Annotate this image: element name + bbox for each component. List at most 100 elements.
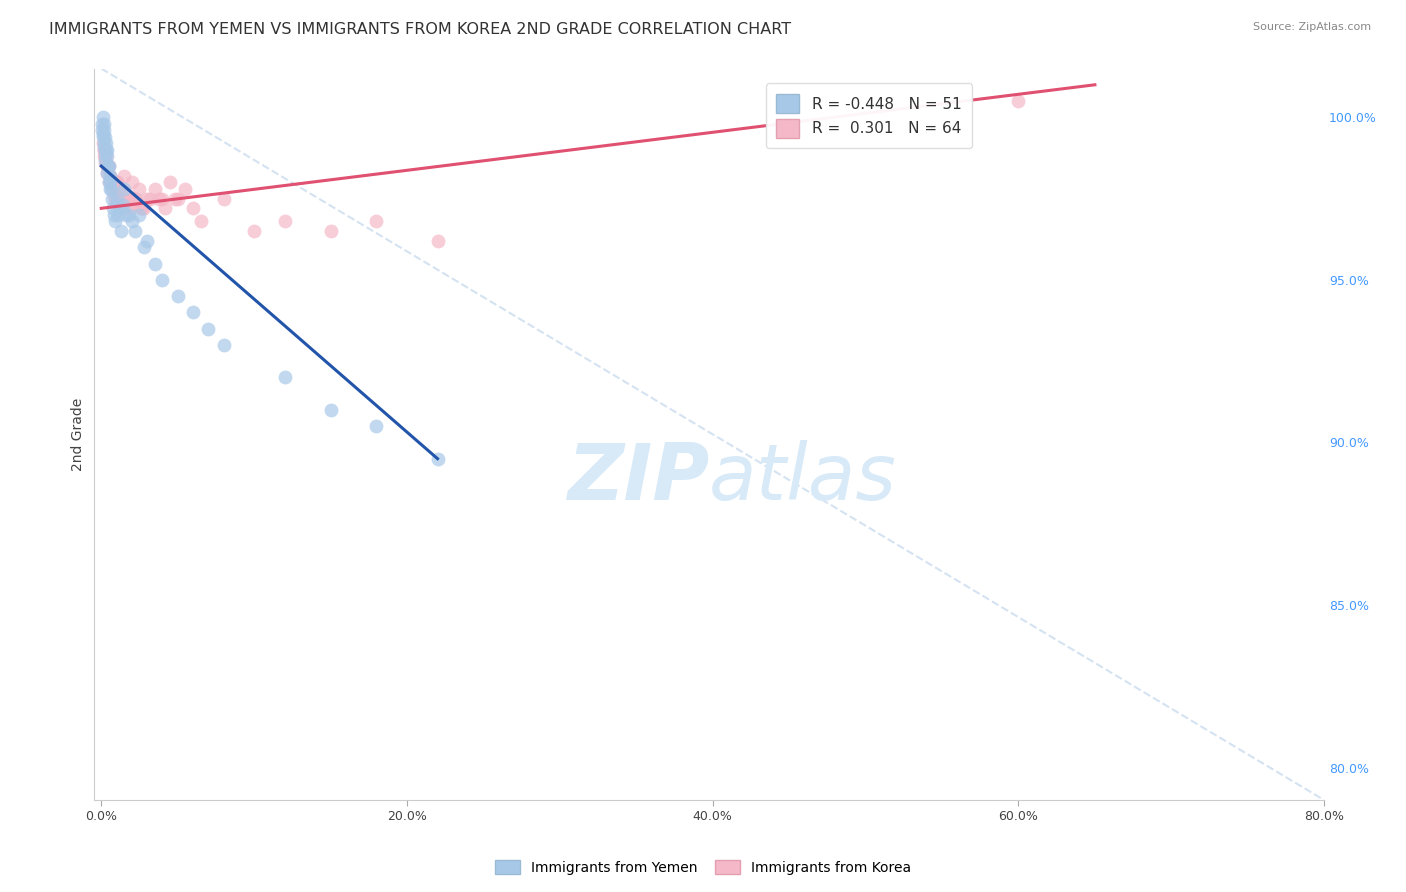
Text: IMMIGRANTS FROM YEMEN VS IMMIGRANTS FROM KOREA 2ND GRADE CORRELATION CHART: IMMIGRANTS FROM YEMEN VS IMMIGRANTS FROM… xyxy=(49,22,792,37)
Point xyxy=(150,192,173,206)
Point xyxy=(143,182,166,196)
Point xyxy=(96,149,118,163)
Point xyxy=(98,182,121,196)
Point xyxy=(105,175,128,189)
Point xyxy=(319,224,342,238)
Point xyxy=(91,136,114,151)
Point xyxy=(93,143,115,157)
Point xyxy=(101,175,124,189)
Point xyxy=(426,451,449,466)
Point xyxy=(93,117,115,131)
Point xyxy=(366,214,388,228)
Point xyxy=(114,208,136,222)
Point xyxy=(118,208,141,222)
Point xyxy=(96,159,118,173)
Point xyxy=(166,289,188,303)
Point xyxy=(94,129,117,144)
Point xyxy=(139,192,162,206)
Point xyxy=(159,175,181,189)
Point xyxy=(97,159,120,173)
Point xyxy=(97,159,120,173)
Point xyxy=(273,214,295,228)
Point xyxy=(110,188,132,202)
Point xyxy=(93,146,115,161)
Point xyxy=(98,169,121,183)
Point xyxy=(212,192,235,206)
Point xyxy=(93,123,115,137)
Point xyxy=(93,136,115,151)
Point xyxy=(110,224,132,238)
Point xyxy=(1007,94,1029,108)
Point xyxy=(319,403,342,417)
Point xyxy=(366,419,388,434)
Text: ZIP: ZIP xyxy=(567,440,709,516)
Point xyxy=(107,208,129,222)
Point xyxy=(128,182,150,196)
Point xyxy=(124,192,146,206)
Point xyxy=(115,192,138,206)
Point xyxy=(104,194,127,209)
Point xyxy=(97,175,120,189)
Point xyxy=(91,129,114,144)
Point xyxy=(97,159,120,173)
Point xyxy=(105,192,128,206)
Point xyxy=(124,224,146,238)
Point xyxy=(148,192,170,206)
Point xyxy=(114,202,136,216)
Point xyxy=(104,214,127,228)
Point xyxy=(103,182,125,196)
Point xyxy=(143,257,166,271)
Point xyxy=(129,202,152,216)
Point xyxy=(96,165,118,179)
Point xyxy=(91,110,114,124)
Point xyxy=(212,338,235,352)
Point xyxy=(155,202,177,216)
Point xyxy=(111,194,134,209)
Point xyxy=(100,169,122,183)
Point xyxy=(132,202,155,216)
Point xyxy=(91,127,114,141)
Text: Source: ZipAtlas.com: Source: ZipAtlas.com xyxy=(1253,22,1371,32)
Point xyxy=(91,117,114,131)
Point xyxy=(93,143,115,157)
Point xyxy=(108,202,131,216)
Point xyxy=(273,370,295,384)
Point xyxy=(174,182,197,196)
Point xyxy=(120,202,142,216)
Point xyxy=(243,224,266,238)
Point xyxy=(98,169,121,183)
Point xyxy=(103,202,125,216)
Point xyxy=(94,153,117,167)
Point xyxy=(166,192,188,206)
Point xyxy=(97,175,120,189)
Point xyxy=(103,188,125,202)
Legend: Immigrants from Yemen, Immigrants from Korea: Immigrants from Yemen, Immigrants from K… xyxy=(489,855,917,880)
Point xyxy=(104,192,127,206)
Point xyxy=(127,198,149,212)
Point xyxy=(111,198,134,212)
Point xyxy=(131,202,153,216)
Point xyxy=(100,175,122,189)
Point xyxy=(136,192,159,206)
Point xyxy=(96,159,118,173)
Point xyxy=(96,165,118,179)
Point xyxy=(121,214,143,228)
Point xyxy=(125,192,148,206)
Point xyxy=(94,136,117,151)
Point xyxy=(181,305,204,319)
Point xyxy=(181,202,204,216)
Point xyxy=(100,175,122,189)
Point xyxy=(94,149,117,163)
Point xyxy=(94,156,117,170)
Point xyxy=(121,175,143,189)
Point xyxy=(101,182,124,196)
Point xyxy=(163,192,186,206)
Point xyxy=(190,214,212,228)
Y-axis label: 2nd Grade: 2nd Grade xyxy=(72,398,86,471)
Point xyxy=(197,321,219,335)
Point xyxy=(94,149,117,163)
Point xyxy=(118,192,141,206)
Point xyxy=(93,149,115,163)
Point xyxy=(132,240,155,254)
Point xyxy=(110,182,132,196)
